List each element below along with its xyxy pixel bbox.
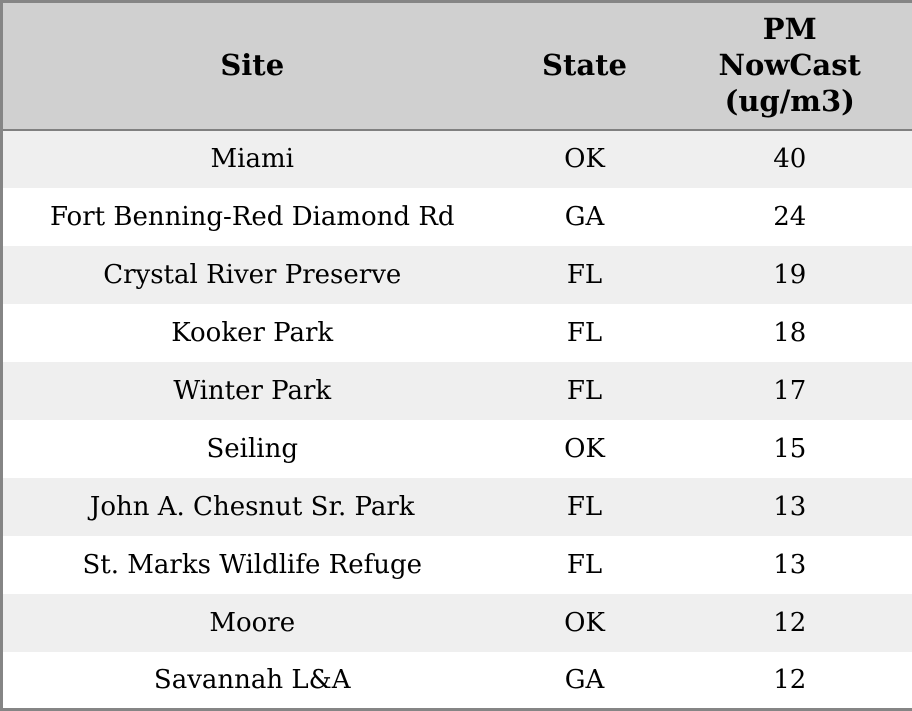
state-cell: FL — [566, 375, 603, 406]
pm-cell: 12 — [773, 664, 807, 695]
table-row: John A. Chesnut Sr. Park FL 13 — [1, 477, 912, 536]
table-row: Miami OK 40 — [1, 129, 912, 188]
site-cell: Savannah L&A — [153, 664, 351, 695]
table-row: Fort Benning-Red Diamond Rd GA 24 — [1, 187, 912, 246]
site-cell: Kooker Park — [171, 317, 334, 348]
table-row: Moore OK 12 — [1, 593, 912, 652]
site-cell: Crystal River Preserve — [103, 259, 402, 290]
column-header-pm-nowcast: PM NowCast (ug/m3) — [667, 1, 912, 131]
pm-cell: 40 — [773, 144, 807, 174]
site-cell: Miami — [210, 144, 294, 174]
table-row: Winter Park FL 17 — [1, 361, 912, 420]
pm-cell: 12 — [773, 607, 807, 638]
state-cell: OK — [564, 144, 605, 174]
column-header-site: Site — [1, 1, 502, 131]
table-row: Savannah L&A GA 12 — [1, 651, 912, 710]
site-cell: St. Marks Wildlife Refuge — [82, 549, 422, 580]
state-cell: FL — [566, 491, 603, 522]
pm-cell: 13 — [773, 549, 807, 580]
header-row: Site State PM NowCast (ug/m3) — [1, 1, 912, 131]
pm-cell: 13 — [773, 491, 807, 522]
table-row: Crystal River Preserve FL 19 — [1, 245, 912, 304]
pm-cell: 24 — [773, 201, 807, 232]
pm-cell: 18 — [773, 317, 807, 348]
table-row: Kooker Park FL 18 — [1, 303, 912, 362]
state-cell: GA — [564, 201, 605, 232]
table-row: St. Marks Wildlife Refuge FL 13 — [1, 535, 912, 594]
state-cell: OK — [564, 607, 605, 638]
column-header-state: State — [501, 1, 668, 131]
site-cell: Winter Park — [173, 375, 332, 406]
state-cell: FL — [566, 549, 603, 580]
table-row: Seiling OK 15 — [1, 419, 912, 478]
site-cell: John A. Chesnut Sr. Park — [89, 491, 415, 522]
pm-cell: 15 — [773, 433, 807, 464]
site-cell: Moore — [209, 607, 296, 638]
state-cell: GA — [564, 664, 605, 695]
site-cell: Seiling — [206, 433, 299, 464]
state-cell: OK — [564, 433, 605, 464]
site-cell: Fort Benning-Red Diamond Rd — [49, 201, 455, 232]
pm-cell: 19 — [773, 259, 807, 290]
state-cell: FL — [566, 317, 603, 348]
pm-cell: 17 — [773, 375, 807, 406]
state-cell: FL — [566, 259, 603, 290]
